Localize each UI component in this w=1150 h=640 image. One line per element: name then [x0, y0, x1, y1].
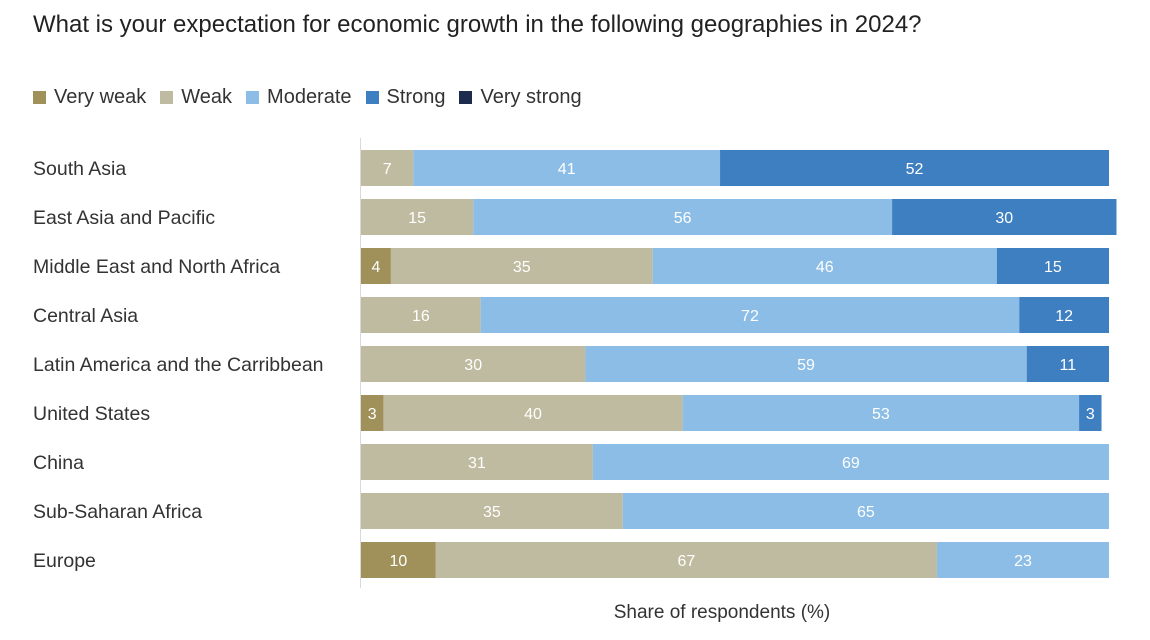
data-label-latin-america-and-the-carribbean-moderate: 59 — [797, 357, 815, 374]
data-label-latin-america-and-the-carribbean-strong: 11 — [1060, 357, 1077, 374]
data-label-central-asia-weak: 16 — [412, 308, 430, 325]
data-label-europe-weak: 67 — [677, 553, 695, 570]
category-label-latin-america-and-the-carribbean: Latin America and the Carribbean — [33, 354, 324, 376]
legend-item-strong: Strong — [365, 86, 446, 109]
bar-sub-saharan-africa-weak — [361, 493, 623, 529]
bar-sub-saharan-africa-moderate — [622, 493, 1109, 529]
chart-title: What is your expectation for economic gr… — [33, 11, 922, 38]
data-label-europe-moderate: 23 — [1014, 553, 1032, 570]
bar-central-asia-moderate — [480, 297, 1020, 333]
data-label-sub-saharan-africa-weak: 35 — [483, 504, 501, 521]
data-label-united-states-very-weak: 3 — [368, 406, 377, 423]
category-label-central-asia: Central Asia — [33, 305, 138, 327]
bar-central-asia-weak — [361, 297, 481, 333]
category-label-united-states: United States — [33, 403, 150, 425]
bar-europe-moderate — [936, 542, 1109, 578]
category-label-europe: Europe — [33, 550, 96, 572]
data-label-middle-east-and-north-africa-very-weak: 4 — [372, 259, 381, 276]
x-axis-title: Share of respondents (%) — [613, 602, 831, 623]
bar-latin-america-and-the-carribbean-moderate — [585, 346, 1027, 382]
data-label-south-asia-moderate: 41 — [558, 161, 576, 178]
data-label-europe-very-weak: 10 — [390, 553, 408, 570]
data-label-central-asia-strong: 12 — [1055, 308, 1073, 325]
data-label-east-asia-and-pacific-strong: 30 — [995, 210, 1013, 227]
category-label-middle-east-and-north-africa: Middle East and North Africa — [33, 256, 280, 278]
data-label-united-states-weak: 40 — [524, 406, 542, 423]
data-label-latin-america-and-the-carribbean-weak: 30 — [464, 357, 482, 374]
category-label-east-asia-and-pacific: East Asia and Pacific — [33, 207, 215, 229]
bar-middle-east-and-north-africa-weak — [390, 248, 653, 284]
category-label-south-asia: South Asia — [33, 158, 126, 180]
data-label-south-asia-strong: 52 — [906, 161, 924, 178]
legend: Very weak Weak Moderate Strong Very stro… — [33, 86, 596, 109]
legend-item-weak: Weak — [160, 86, 232, 109]
legend-item-very-weak: Very weak — [33, 86, 146, 109]
legend-item-very-strong: Very strong — [459, 86, 582, 109]
bar-east-asia-and-pacific-moderate — [473, 199, 893, 235]
bar-latin-america-and-the-carribbean-strong — [1026, 346, 1109, 382]
legend-swatch-moderate — [246, 91, 260, 104]
data-label-middle-east-and-north-africa-weak: 35 — [513, 259, 531, 276]
data-label-east-asia-and-pacific-moderate: 56 — [674, 210, 692, 227]
legend-swatch-very-weak — [33, 91, 46, 104]
data-label-united-states-moderate: 53 — [872, 406, 890, 423]
bar-middle-east-and-north-africa-strong — [996, 248, 1109, 284]
data-label-united-states-strong: 3 — [1086, 406, 1095, 423]
legend-label-strong: Strong — [386, 86, 446, 108]
data-label-china-moderate: 69 — [842, 455, 860, 472]
bar-middle-east-and-north-africa-very-weak — [361, 248, 391, 284]
category-label-china: China — [33, 452, 84, 474]
bar-central-asia-strong — [1019, 297, 1109, 333]
bar-south-asia-moderate — [413, 150, 721, 186]
legend-item-moderate: Moderate — [246, 86, 352, 109]
data-label-middle-east-and-north-africa-moderate: 46 — [816, 259, 834, 276]
data-label-central-asia-moderate: 72 — [741, 308, 759, 325]
legend-swatch-weak — [160, 91, 174, 104]
data-label-south-asia-weak: 7 — [383, 161, 392, 178]
legend-label-moderate: Moderate — [267, 86, 352, 108]
bar-china-weak — [361, 444, 593, 480]
bar-united-states-moderate — [682, 395, 1080, 431]
bar-china-moderate — [592, 444, 1109, 480]
legend-swatch-very-strong — [459, 91, 473, 104]
data-label-sub-saharan-africa-moderate: 65 — [857, 504, 875, 521]
bar-south-asia-strong — [720, 150, 1109, 186]
legend-swatch-strong — [365, 91, 379, 104]
bar-europe-very-weak — [361, 542, 436, 578]
legend-label-very-strong: Very strong — [480, 86, 582, 108]
bar-middle-east-and-north-africa-moderate — [652, 248, 997, 284]
legend-label-very-weak: Very weak — [54, 86, 147, 108]
bar-east-asia-and-pacific-weak — [361, 199, 474, 235]
category-label-sub-saharan-africa: Sub-Saharan Africa — [33, 501, 202, 523]
legend-label-weak: Weak — [181, 86, 233, 108]
bar-east-asia-and-pacific-strong — [892, 199, 1117, 235]
bar-latin-america-and-the-carribbean-weak — [361, 346, 586, 382]
data-label-east-asia-and-pacific-weak: 15 — [408, 210, 426, 227]
bar-united-states-very-weak — [361, 395, 384, 431]
bar-united-states-weak — [383, 395, 683, 431]
data-label-middle-east-and-north-africa-strong: 15 — [1044, 259, 1062, 276]
bar-united-states-strong — [1079, 395, 1102, 431]
data-label-china-weak: 31 — [468, 455, 486, 472]
bar-south-asia-weak — [361, 150, 414, 186]
bar-europe-weak — [435, 542, 937, 578]
